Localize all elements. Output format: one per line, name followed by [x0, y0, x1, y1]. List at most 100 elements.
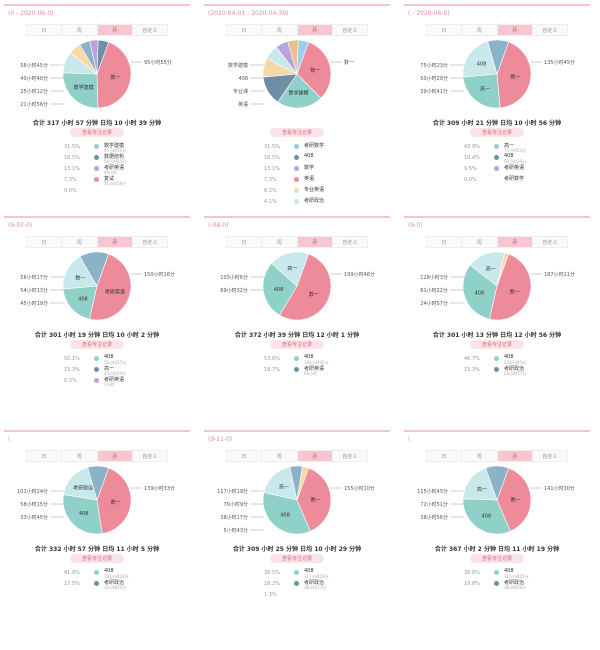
tab-3[interactable]: 自定义 [332, 25, 367, 35]
pie-slice[interactable] [279, 253, 332, 321]
view-records-button[interactable]: 查看专注记录 [70, 554, 124, 563]
tab-3[interactable]: 自定义 [132, 25, 167, 35]
view-records-button[interactable]: 查看专注记录 [470, 128, 524, 137]
pie-slice[interactable] [262, 492, 311, 535]
pie-slice[interactable] [277, 73, 322, 109]
tab-3[interactable]: 自定义 [332, 451, 367, 461]
pie-slice[interactable] [96, 39, 110, 75]
pie-slice[interactable] [262, 262, 298, 316]
pie-slice[interactable] [296, 467, 332, 532]
pie-slice[interactable] [487, 39, 510, 75]
tab-0[interactable]: 日 [227, 451, 263, 461]
tab-3[interactable]: 自定义 [332, 237, 367, 247]
tab-1[interactable]: 周 [262, 451, 298, 461]
pie-slice[interactable] [271, 251, 310, 287]
view-records-button[interactable]: 查看专注记录 [270, 128, 324, 137]
legend-row[interactable]: 6.2% 专业英语 [264, 186, 374, 196]
tab-0[interactable]: 日 [427, 25, 463, 35]
legend-row[interactable]: 18.7% 考研英语 69小时 [264, 365, 374, 376]
legend-row[interactable]: 18.5% 408 [264, 153, 374, 163]
pie-slice[interactable] [79, 251, 110, 287]
tab-3[interactable]: 自定义 [132, 237, 167, 247]
legend-row[interactable]: 50.1% 408 56小时17分 [64, 354, 174, 365]
pie-slice[interactable] [96, 467, 132, 534]
legend-row[interactable]: 9.5% 考研英语 [464, 164, 574, 174]
legend-row[interactable]: 41.9% 408 101小时24分 [64, 568, 174, 579]
view-records-button[interactable]: 查看专注记录 [470, 340, 524, 349]
view-records-button[interactable]: 查看专注记录 [270, 554, 324, 563]
tab-3[interactable]: 自定义 [532, 25, 567, 35]
tab-0[interactable]: 日 [27, 237, 63, 247]
view-records-button[interactable]: 查看专注记录 [470, 554, 524, 563]
tab-1[interactable]: 周 [262, 25, 298, 35]
legend-row[interactable]: 4.1% 考研政治 [264, 197, 374, 207]
legend-row[interactable]: 18.2% 考研政治 38小时17分 [264, 579, 374, 590]
pie-slice[interactable] [496, 467, 532, 532]
tab-2[interactable]: 月 [497, 25, 533, 35]
legend-row[interactable]: 0.0% [64, 186, 174, 196]
tab-2[interactable]: 月 [297, 451, 333, 461]
legend-row[interactable]: 17.5% 考研政治 33小时45分 [64, 579, 174, 590]
pie-slice[interactable] [87, 465, 110, 501]
tab-0[interactable]: 日 [427, 237, 463, 247]
pie-slice[interactable] [489, 253, 532, 321]
legend-row[interactable]: 46.7% 408 128小时3分 [464, 354, 574, 365]
legend-row[interactable]: 19.4% 408 50小时29分 [464, 153, 574, 164]
tab-2[interactable]: 月 [97, 237, 133, 247]
legend-row[interactable]: 18.5% 数据结构 56小时45分 [64, 153, 174, 164]
tab-2[interactable]: 月 [497, 237, 533, 247]
legend-row[interactable]: 7.3% 复试 21小时56分 [64, 175, 174, 186]
pie-slice[interactable] [296, 39, 310, 75]
tab-2[interactable]: 月 [297, 237, 333, 247]
tab-1[interactable]: 周 [462, 237, 498, 247]
legend-row[interactable]: 31.5% 考研数学 [264, 142, 374, 152]
legend-row[interactable]: 38.6% 408 115小时45分 [464, 568, 574, 579]
tab-0[interactable]: 日 [227, 237, 263, 247]
tab-0[interactable]: 日 [27, 25, 63, 35]
tab-1[interactable]: 周 [62, 451, 98, 461]
tab-3[interactable]: 自定义 [532, 237, 567, 247]
tab-2[interactable]: 月 [297, 25, 333, 35]
tab-1[interactable]: 周 [62, 25, 98, 35]
tab-1[interactable]: 周 [62, 237, 98, 247]
legend-row[interactable]: 13.1% 数学 [264, 164, 374, 174]
tab-2[interactable]: 月 [497, 451, 533, 461]
tab-3[interactable]: 自定义 [532, 451, 567, 461]
tab-1[interactable]: 周 [462, 25, 498, 35]
legend-row[interactable]: 15.3% 考研政治 24小时57分 [464, 365, 574, 376]
pie-slice[interactable] [485, 465, 510, 501]
tab-2[interactable]: 月 [97, 451, 133, 461]
legend-row[interactable]: 43.9% 高一 75小时23分 [464, 142, 574, 153]
pie-slice[interactable] [89, 253, 132, 321]
view-records-button[interactable]: 查看专注记录 [70, 340, 124, 349]
legend-row[interactable]: 15.3% 高一 45小时50分 [64, 365, 174, 376]
pie-slice[interactable] [296, 41, 332, 99]
pie-slice[interactable] [496, 252, 510, 287]
pie-slice[interactable] [96, 41, 132, 109]
legend-row[interactable]: 7.3% 英语 [264, 175, 374, 185]
legend-row[interactable]: 13.1% 考研英语 40小时 [64, 164, 174, 175]
tab-0[interactable]: 日 [427, 451, 463, 461]
pie-slice[interactable] [296, 466, 310, 501]
view-records-button[interactable]: 查看专注记录 [270, 340, 324, 349]
pie-slice[interactable] [496, 41, 532, 109]
pie-slice[interactable] [62, 494, 103, 535]
pie-slice[interactable] [462, 73, 501, 109]
legend-row[interactable]: 1.3% [264, 590, 374, 600]
pie-slice[interactable] [62, 72, 99, 109]
legend-row[interactable]: 53.6% 408 100小时45分 [264, 354, 374, 365]
legend-row[interactable]: 38.5% 408 117小时19分 [264, 568, 374, 579]
legend-row[interactable]: 31.5% 数学建模 95小时55分 [64, 142, 174, 153]
pie-slice[interactable] [462, 40, 498, 78]
pie-slice[interactable] [462, 264, 498, 320]
pie-slice[interactable] [462, 467, 498, 501]
tab-1[interactable]: 周 [262, 237, 298, 247]
tab-0[interactable]: 日 [27, 451, 63, 461]
tab-3[interactable]: 自定义 [132, 451, 167, 461]
tab-0[interactable]: 日 [227, 25, 263, 35]
legend-row[interactable]: 0.0% 考研数学 [464, 175, 574, 185]
tab-2[interactable]: 月 [97, 25, 133, 35]
legend-row[interactable]: 19.8% 考研政治 38小时56分 [464, 579, 574, 590]
legend-row[interactable]: 0.3% 考研英语 1小时 [64, 376, 174, 387]
view-records-button[interactable]: 查看专注记录 [70, 128, 124, 137]
